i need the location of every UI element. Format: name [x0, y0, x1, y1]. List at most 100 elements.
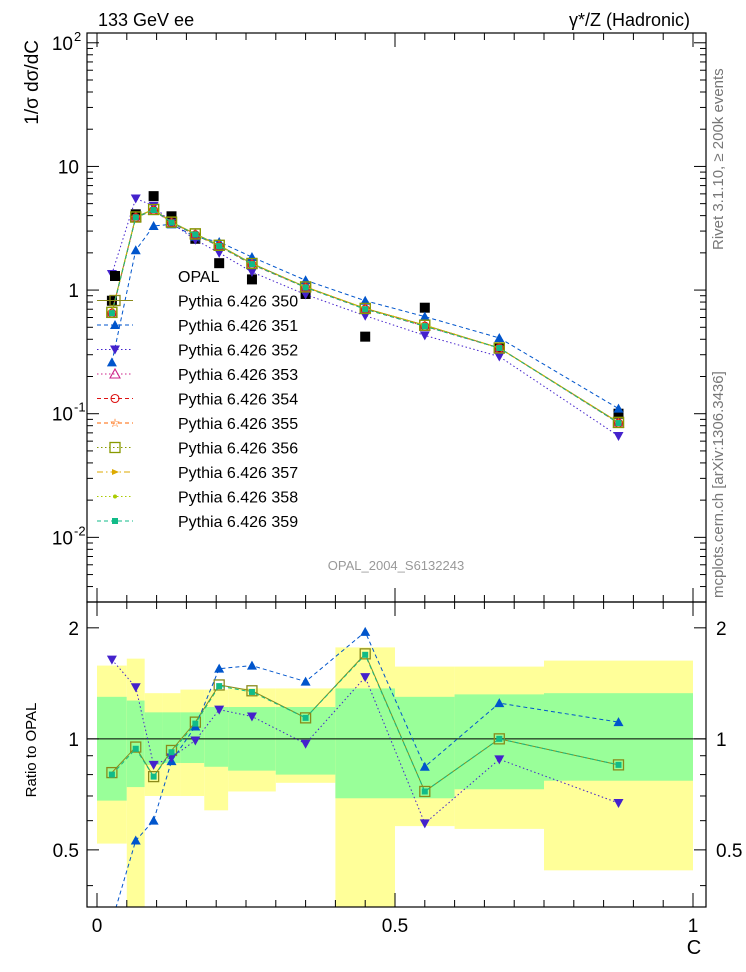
- rivet-version-label: Rivet 3.1.10, ≥ 200k events: [710, 68, 727, 250]
- inner-band-bin: [97, 696, 127, 801]
- x-axis-label: C: [687, 937, 701, 959]
- analysis-watermark: OPAL_2004_S6132243: [328, 558, 464, 573]
- ratio-point: [246, 685, 258, 697]
- legend-marker: [110, 393, 120, 404]
- data-point: [106, 357, 117, 367]
- ratio-point: [130, 741, 142, 753]
- legend-label: Pythia 6.426 359: [178, 514, 298, 531]
- y-tick-exponent: 2: [74, 29, 81, 44]
- data-point: [108, 310, 115, 317]
- legend-label: Pythia 6.426 353: [178, 367, 298, 384]
- ratio-point: [496, 735, 503, 742]
- data-point: [130, 211, 142, 223]
- data-point: [165, 216, 178, 228]
- data-point: [493, 342, 505, 354]
- chart-title-left: 133 GeV ee: [98, 10, 194, 30]
- ratio-panel-frame: [86, 601, 707, 908]
- ratio-point: [494, 755, 505, 765]
- legend-label: Pythia 6.426 357: [178, 465, 298, 482]
- ratio-point: [106, 655, 117, 665]
- data-point: [168, 219, 175, 226]
- ratio-y-tick-label: 0.5: [53, 841, 79, 862]
- ratio-point: [421, 788, 428, 795]
- data-point: [300, 290, 311, 300]
- data-point: [166, 211, 177, 222]
- legend-entry: Pythia 6.426 359: [97, 514, 298, 531]
- inner-band-bin: [204, 707, 229, 767]
- inner-band-bin: [335, 688, 395, 799]
- legend-entry: Pythia 6.426 358: [97, 490, 298, 507]
- y-tick-label: 10: [52, 34, 73, 55]
- data-point: [246, 274, 257, 285]
- ratio-point: [148, 760, 159, 770]
- ratio-point: [132, 745, 139, 752]
- data-point: [302, 284, 309, 291]
- ratio-point: [494, 698, 505, 708]
- y-tick-label: 10: [58, 157, 79, 178]
- ratio-point: [213, 679, 225, 691]
- data-point: [130, 209, 141, 220]
- ratio-point: [214, 663, 225, 673]
- ratio-point: [246, 660, 257, 670]
- data-point: [613, 403, 624, 413]
- legend-entry: Pythia 6.426 354: [97, 392, 298, 409]
- data-point: [216, 243, 223, 250]
- ratio-series-pythia-6-426-359: [108, 651, 622, 795]
- inner-band-bin: [126, 700, 145, 788]
- x-tick-label: 0.5: [382, 916, 408, 937]
- ratio-point: [246, 712, 257, 722]
- data-point: [132, 214, 139, 221]
- ratio-point: [108, 771, 115, 778]
- data-point: [494, 352, 505, 362]
- data-point: [148, 220, 159, 230]
- data-point: [360, 331, 371, 342]
- ratio-point: [615, 761, 622, 768]
- series-pythia-6-426-356: [106, 203, 625, 429]
- data-point: [246, 257, 258, 270]
- data-point: [299, 281, 312, 293]
- data-point: [248, 261, 255, 268]
- ratio-point: [493, 733, 505, 745]
- legend-label: Pythia 6.426 354: [178, 392, 298, 409]
- data-point: [615, 420, 622, 427]
- ratio-point: [299, 712, 312, 724]
- ratio-line: [111, 659, 619, 825]
- ratio-y-tick-label: 1: [68, 730, 79, 751]
- ratio-point: [613, 798, 624, 808]
- ratio-panel: 0 0.5 1 0.5 0.5 1 1 2 2: [53, 602, 742, 937]
- legend-entry: Pythia 6.426 352: [97, 343, 298, 360]
- x-tick-label: 0: [92, 916, 103, 937]
- data-point: [130, 194, 141, 204]
- y-tick-exponent: -2: [74, 523, 86, 538]
- legend-label: Pythia 6.426 358: [178, 490, 298, 507]
- data-point: [147, 203, 160, 216]
- legend-entry: Pythia 6.426 353: [97, 367, 298, 384]
- legend-marker: [110, 345, 120, 355]
- ratio-point: [130, 835, 141, 845]
- legend-label: Pythia 6.426 356: [178, 441, 298, 458]
- data-point: [613, 408, 624, 419]
- data-point: [213, 239, 225, 251]
- legend-marker: [113, 494, 117, 499]
- data-point: [419, 302, 430, 313]
- legend-entry: ☆ Pythia 6.426 355: [97, 416, 298, 433]
- data-point: [192, 231, 199, 238]
- data-point: [214, 248, 225, 258]
- ratio-point: [107, 916, 117, 925]
- y-tick-label: 10: [52, 405, 73, 426]
- ratio-point: [130, 683, 141, 693]
- y-tick-exponent: -1: [74, 400, 86, 415]
- ratio-series-pythia-6-426-350: [106, 648, 625, 798]
- ratio-point: [300, 676, 311, 686]
- data-point: [613, 432, 624, 442]
- legend-entry: Pythia 6.426 351: [97, 318, 298, 335]
- ratio-point: [362, 651, 369, 658]
- ratio-point: [300, 739, 311, 749]
- ratio-y-tick-label-right: 2: [716, 619, 727, 640]
- data-point: [189, 228, 201, 240]
- legend-marker: [110, 320, 120, 329]
- legend-marker: [109, 294, 121, 307]
- data-point: [360, 295, 371, 305]
